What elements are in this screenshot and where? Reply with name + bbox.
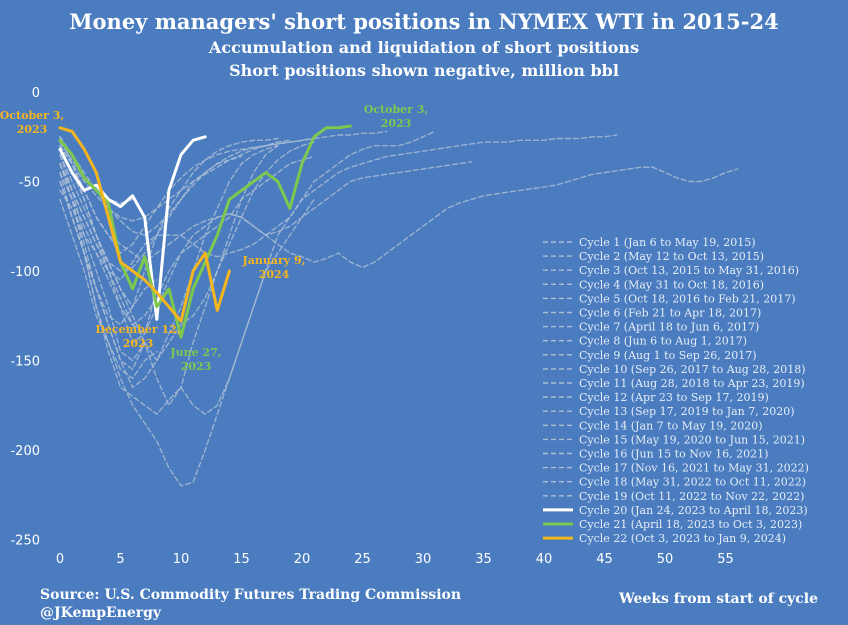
series-line-cycle-8 xyxy=(59,198,158,380)
x-tick-label: 15 xyxy=(233,552,250,567)
x-tick-label: 40 xyxy=(536,552,553,567)
x-axis-label: Weeks from start of cycle xyxy=(618,591,818,607)
y-tick-label: -250 xyxy=(10,534,40,549)
legend-label-cycle-10: Cycle 10 (Sep 26, 2017 to Aug 28, 2018) xyxy=(579,363,806,376)
annotation-jun27-2023: June 27, 2023 xyxy=(169,346,221,373)
chart-title: Money managers' short positions in NYMEX… xyxy=(69,9,778,34)
series-lines xyxy=(58,124,739,487)
legend-label-cycle-3: Cycle 3 (Oct 13, 2015 to May 31, 2016) xyxy=(579,264,799,277)
x-tick-label: 45 xyxy=(596,552,613,567)
x-tick-label: 35 xyxy=(475,552,492,567)
y-axis-ticks: 0 -50 -100 -150 -200 -250 xyxy=(10,86,40,549)
series-line-cycle-14 xyxy=(59,144,279,362)
author-handle: @JKempEnergy xyxy=(40,605,162,621)
series-line-cycle-3 xyxy=(59,130,436,415)
x-tick-label: 50 xyxy=(657,552,674,567)
source-note: Source: U.S. Commodity Futures Trading C… xyxy=(40,587,461,603)
series-line-cycle-15 xyxy=(59,144,739,269)
series-line-cycle-20 xyxy=(58,135,207,321)
legend-label-cycle-21: Cycle 21 (April 18, 2023 to Oct 3, 2023) xyxy=(579,518,802,531)
x-tick-label: 5 xyxy=(116,552,124,567)
x-tick-label: 25 xyxy=(354,552,371,567)
series-line-cycle-21 xyxy=(58,124,352,339)
x-tick-label: 20 xyxy=(294,552,311,567)
series-line-cycle-22 xyxy=(58,126,231,323)
legend-label-cycle-15: Cycle 15 (May 19, 2020 to Jun 15, 2021) xyxy=(579,433,805,446)
legend-label-cycle-18: Cycle 18 (May 31, 2022 to Oct 11, 2022) xyxy=(579,476,806,489)
chart-subtitle-1: Accumulation and liquidation of short po… xyxy=(208,38,639,57)
annotation-line: October 3, xyxy=(0,109,64,122)
legend-label-cycle-6: Cycle 6 (Feb 21 to Apr 18, 2017) xyxy=(579,307,761,320)
annotation-jan9-2024: January 9, 2024 xyxy=(242,254,306,281)
y-tick-label: -200 xyxy=(10,444,40,459)
annotation-line: June 27, xyxy=(169,346,221,359)
legend-label-cycle-12: Cycle 12 (Apr 23 to Sep 17, 2019) xyxy=(579,391,769,404)
chart-subtitle-2: Short positions shown negative, million … xyxy=(229,61,619,80)
series-line-cycle-6 xyxy=(59,136,158,344)
annotation-line: December 12, xyxy=(95,323,180,336)
legend-label-cycle-8: Cycle 8 (Jun 6 to Aug 1, 2017) xyxy=(579,335,747,348)
y-tick-label: -150 xyxy=(10,355,40,370)
annotation-line: October 3, xyxy=(364,103,429,116)
x-tick-label: 10 xyxy=(173,552,190,567)
legend: Cycle 1 (Jan 6 to May 19, 2015)Cycle 2 (… xyxy=(543,236,809,545)
y-tick-label: -100 xyxy=(10,265,40,280)
series-line-cycle-2 xyxy=(59,162,315,487)
legend-label-cycle-16: Cycle 16 (Jun 15 to Nov 16, 2021) xyxy=(579,448,768,461)
series-line-cycle-7 xyxy=(59,162,146,371)
legend-label-cycle-4: Cycle 4 (May 31 to Oct 18, 2016) xyxy=(579,278,764,291)
x-tick-label: 30 xyxy=(415,552,432,567)
y-tick-label: -50 xyxy=(19,176,40,191)
y-tick-label: 0 xyxy=(32,86,40,101)
x-tick-label: 55 xyxy=(717,552,734,567)
legend-label-cycle-1: Cycle 1 (Jan 6 to May 19, 2015) xyxy=(579,236,756,249)
annotation-oct3-2023-yellow: October 3, 2023 xyxy=(0,109,64,136)
legend-label-cycle-19: Cycle 19 (Oct 11, 2022 to Nov 22, 2022) xyxy=(579,490,804,503)
x-tick-label: 0 xyxy=(56,552,64,567)
annotation-line: 2023 xyxy=(181,360,212,373)
annotation-line: January 9, xyxy=(242,254,306,267)
annotation-dec12-2023: December 12, 2023 xyxy=(95,323,180,350)
legend-label-cycle-11: Cycle 11 (Aug 28, 2018 to Apr 23, 2019) xyxy=(579,377,805,390)
annotation-line: 2024 xyxy=(259,268,290,281)
legend-label-cycle-9: Cycle 9 (Aug 1 to Sep 26, 2017) xyxy=(579,349,757,362)
legend-label-cycle-7: Cycle 7 (April 18 to Jun 6, 2017) xyxy=(579,321,759,334)
legend-label-cycle-2: Cycle 2 (May 12 to Oct 13, 2015) xyxy=(579,250,764,263)
series-line-cycle-9 xyxy=(59,180,158,326)
annotation-line: 2023 xyxy=(17,123,48,136)
annotation-line: 2023 xyxy=(381,117,412,130)
legend-label-cycle-14: Cycle 14 (Jan 7 to May 19, 2020) xyxy=(579,419,763,432)
annotation-oct3-2023-green: October 3, 2023 xyxy=(364,103,429,130)
legend-label-cycle-13: Cycle 13 (Sep 17, 2019 to Jan 7, 2020) xyxy=(579,405,795,418)
legend-label-cycle-20: Cycle 20 (Jan 24, 2023 to April 18, 2023… xyxy=(579,504,808,517)
series-line-cycle-18 xyxy=(59,139,291,222)
x-axis-ticks: 0 5 10 15 20 25 30 35 40 45 50 55 xyxy=(56,552,734,567)
legend-label-cycle-17: Cycle 17 (Nov 16, 2021 to May 31, 2022) xyxy=(579,462,809,475)
legend-label-cycle-5: Cycle 5 (Oct 18, 2016 to Feb 21, 2017) xyxy=(579,292,796,305)
series-line-cycle-10 xyxy=(59,134,618,281)
series-line-cycle-17 xyxy=(59,130,388,236)
legend-label-cycle-22: Cycle 22 (Oct 3, 2023 to Jan 9, 2024) xyxy=(579,532,786,545)
annotation-line: 2023 xyxy=(123,337,154,350)
